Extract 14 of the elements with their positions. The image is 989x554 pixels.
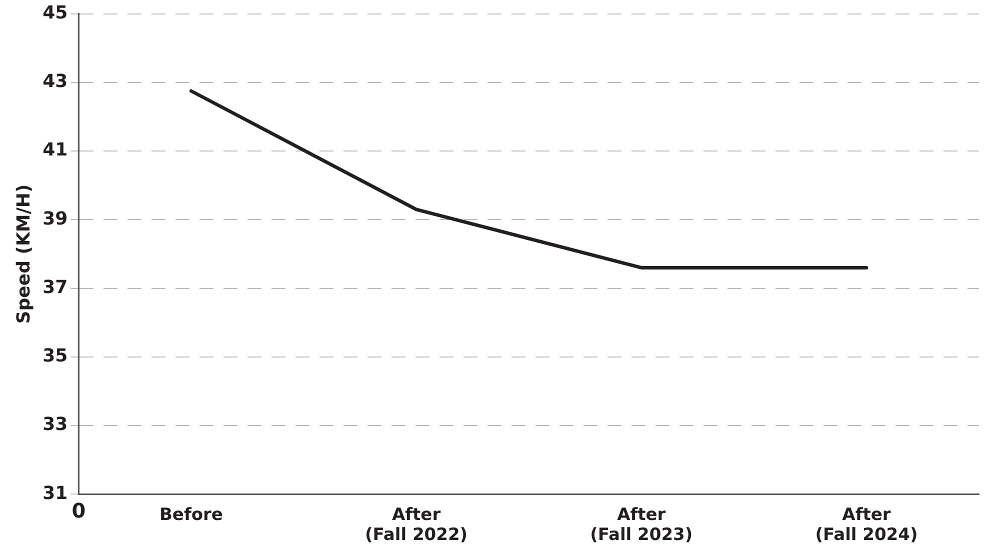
y-tick-label: 43 <box>42 71 68 92</box>
x-tick-label: After (Fall 2024) <box>815 504 918 546</box>
y-tick-label: 39 <box>42 208 68 230</box>
x-tick-label: After (Fall 2023) <box>590 504 693 546</box>
y-tick-label: 45 <box>42 2 68 24</box>
text: 0 <box>72 498 86 522</box>
y-tick-label: 41 <box>42 140 68 161</box>
y-axis-title: Speed (KM/H) <box>13 184 34 324</box>
y-tick-label: 37 <box>42 276 68 298</box>
y-tick-label: 31 <box>42 482 68 504</box>
x-tick-label: After (Fall 2022) <box>365 504 468 546</box>
y-tick-label: 35 <box>42 346 68 367</box>
y-tick-label: 33 <box>42 414 68 436</box>
x-tick-label: Before <box>159 504 223 525</box>
